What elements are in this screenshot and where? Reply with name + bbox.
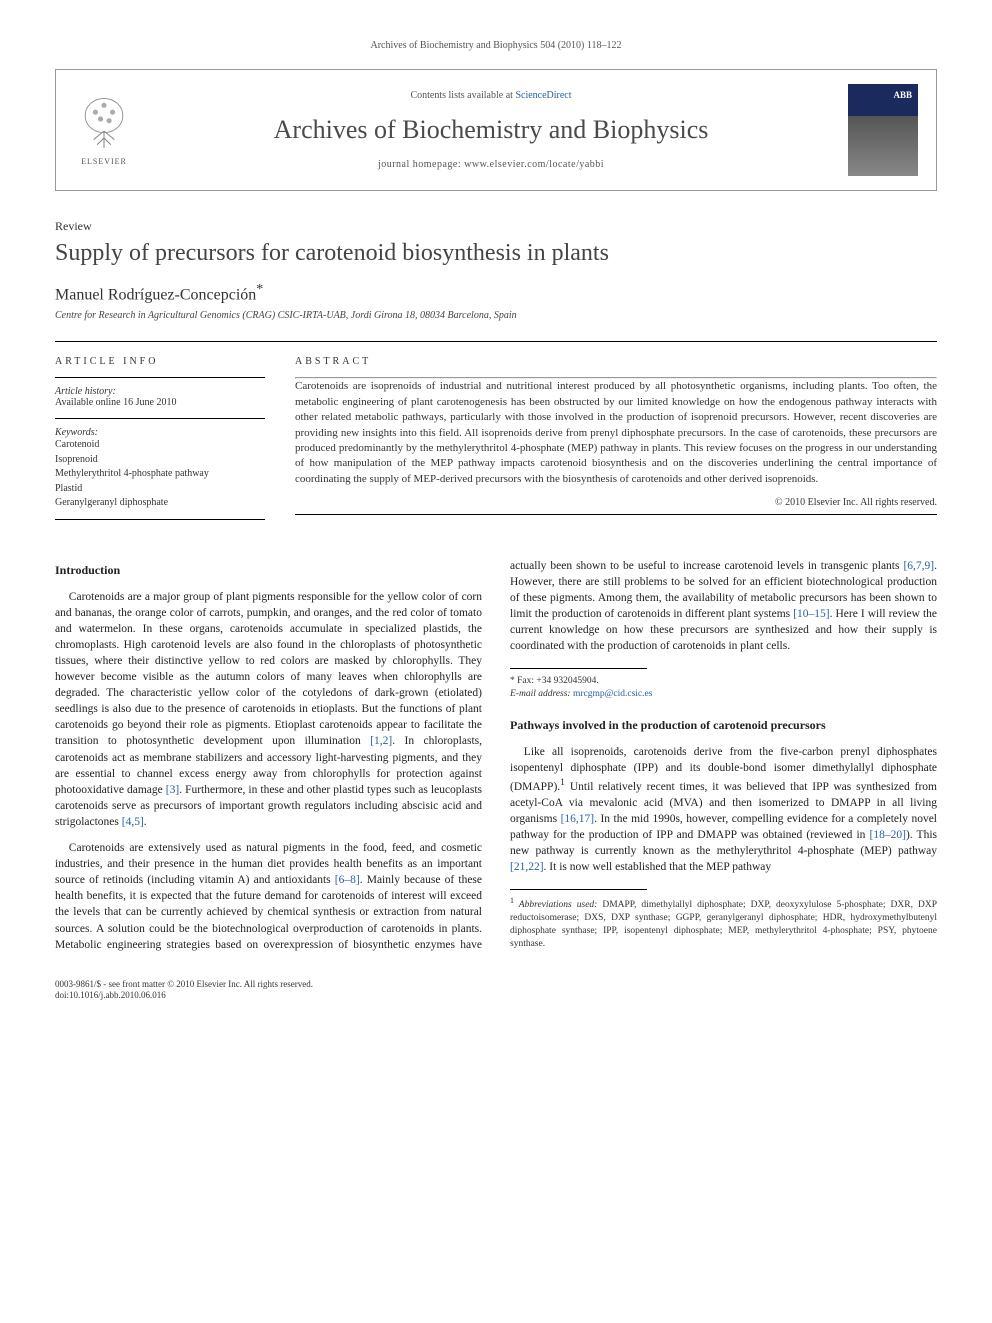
rule [55, 377, 265, 378]
email-link[interactable]: mrcgmp@cid.csic.es [573, 689, 652, 699]
keyword: Isoprenoid [55, 453, 265, 468]
article-info-heading: ARTICLE INFO [55, 356, 265, 367]
text: Carotenoids are a major group of plant p… [55, 591, 482, 748]
article-title: Supply of precursors for carotenoid bios… [55, 238, 937, 268]
abbreviations-footnote: 1 Abbreviations used: DMAPP, dimethylall… [510, 896, 937, 950]
corresponding-marker: * [256, 282, 263, 297]
fax-line: * Fax: +34 932045904. [510, 675, 937, 688]
abbrev-label: Abbreviations used: [514, 901, 602, 911]
section2-heading: Pathways involved in the production of c… [510, 717, 937, 734]
citation-link[interactable]: [6,7,9] [903, 560, 934, 572]
email-label: E-mail address: [510, 689, 573, 699]
rule [55, 418, 265, 419]
body-columns: Introduction Carotenoids are a major gro… [55, 558, 937, 953]
abstract-heading: ABSTRACT [295, 356, 937, 367]
affiliation: Centre for Research in Agricultural Geno… [55, 310, 937, 321]
citation-link[interactable]: [6–8] [335, 874, 360, 886]
homepage-line: journal homepage: www.elsevier.com/locat… [152, 159, 830, 170]
rule [295, 514, 937, 515]
history-label: Article history: [55, 386, 265, 397]
citation-link[interactable]: [21,22] [510, 861, 544, 873]
footnote-rule [510, 889, 647, 890]
elsevier-logo: ELSEVIER [74, 95, 134, 166]
sciencedirect-link[interactable]: ScienceDirect [515, 90, 571, 101]
citation-link[interactable]: [16,17] [561, 813, 595, 825]
author-name: Manuel Rodríguez-Concepción* [55, 282, 937, 304]
keywords-label: Keywords: [55, 427, 265, 438]
journal-cover-thumbnail [848, 84, 918, 176]
homepage-url[interactable]: www.elsevier.com/locate/yabbi [464, 159, 604, 170]
page: Archives of Biochemistry and Biophysics … [0, 0, 992, 1032]
journal-name: Archives of Biochemistry and Biophysics [152, 115, 830, 145]
text: . It is now well established that the ME… [544, 861, 772, 873]
doi-line: doi:10.1016/j.abb.2010.06.016 [55, 990, 937, 1002]
section2-paragraph-1: Like all isoprenoids, carotenoids derive… [510, 744, 937, 876]
rule [55, 519, 265, 520]
corresponding-footnote: * Fax: +34 932045904. E-mail address: mr… [510, 675, 937, 701]
citation-link[interactable]: [1,2] [370, 735, 392, 747]
email-line: E-mail address: mrcgmp@cid.csic.es [510, 688, 937, 701]
article-info-column: ARTICLE INFO Article history: Available … [55, 341, 265, 528]
footnote-rule [510, 668, 647, 669]
front-matter-line: 0003-9861/$ - see front matter © 2010 El… [55, 979, 937, 991]
author-text: Manuel Rodríguez-Concepción [55, 286, 256, 303]
citation-link[interactable]: [3] [166, 784, 179, 796]
article-type: Review [55, 219, 937, 234]
abstract-column: ABSTRACT Carotenoids are isoprenoids of … [295, 341, 937, 528]
intro-paragraph-1: Carotenoids are a major group of plant p… [55, 589, 482, 830]
header-center: Contents lists available at ScienceDirec… [152, 90, 830, 170]
keyword: Methylerythritol 4-phosphate pathway [55, 467, 265, 482]
journal-header-box: ELSEVIER Contents lists available at Sci… [55, 69, 937, 191]
keywords-list: Carotenoid Isoprenoid Methylerythritol 4… [55, 438, 265, 511]
citation-link[interactable]: [4,5] [122, 816, 144, 828]
citation-link[interactable]: [18–20] [870, 829, 906, 841]
history-value: Available online 16 June 2010 [55, 397, 265, 408]
citation-line: Archives of Biochemistry and Biophysics … [55, 40, 937, 51]
keyword: Geranylgeranyl diphosphate [55, 496, 265, 511]
abstract-copyright: © 2010 Elsevier Inc. All rights reserved… [295, 497, 937, 508]
keyword: Carotenoid [55, 438, 265, 453]
citation-link[interactable]: [10–15] [793, 608, 829, 620]
keyword: Plastid [55, 482, 265, 497]
abstract-text: Carotenoids are isoprenoids of industria… [295, 379, 937, 487]
elsevier-tree-icon [78, 95, 130, 155]
intro-heading: Introduction [55, 562, 482, 579]
homepage-prefix: journal homepage: [378, 159, 464, 170]
contents-line: Contents lists available at ScienceDirec… [152, 90, 830, 101]
bottom-meta: 0003-9861/$ - see front matter © 2010 El… [55, 979, 937, 1002]
text: . [144, 816, 147, 828]
contents-prefix: Contents lists available at [410, 90, 515, 101]
elsevier-label: ELSEVIER [81, 157, 127, 166]
meta-abstract-row: ARTICLE INFO Article history: Available … [55, 341, 937, 528]
